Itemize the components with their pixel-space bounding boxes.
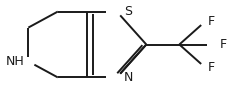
Text: S: S [124, 5, 132, 18]
Text: N: N [124, 71, 133, 84]
Text: NH: NH [6, 55, 25, 68]
Text: F: F [208, 15, 215, 28]
Text: F: F [208, 61, 215, 74]
Text: F: F [220, 38, 227, 51]
